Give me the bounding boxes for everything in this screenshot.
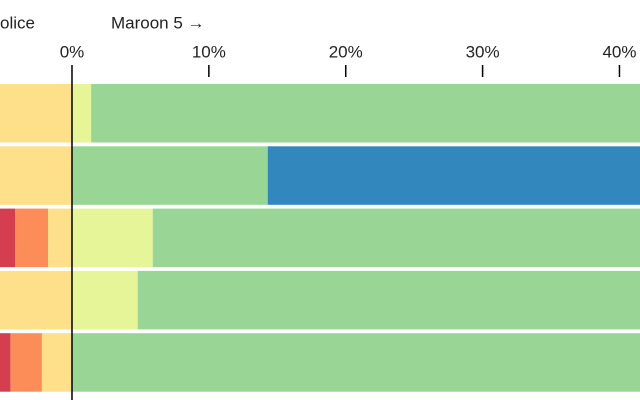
bar-segment <box>71 333 640 392</box>
bar-segment <box>71 270 138 330</box>
bar-segment <box>71 208 153 268</box>
bar-segment <box>152 208 640 268</box>
bar-segment <box>10 333 42 392</box>
bar-segment <box>71 146 268 205</box>
bar-segment <box>0 84 72 143</box>
x-tick-label: 20% <box>329 42 363 61</box>
x-tick-label: 30% <box>466 42 500 61</box>
bar-segment <box>15 208 49 268</box>
bar-segment <box>0 208 16 268</box>
left-label: olice <box>0 13 35 32</box>
bar-segment <box>0 146 72 205</box>
x-tick-label: 40% <box>602 42 636 61</box>
right-label: Maroon 5 → <box>111 13 205 32</box>
bar-segment <box>137 270 640 330</box>
bar-segment <box>0 270 72 330</box>
bar-segment <box>71 84 92 143</box>
x-tick-label: 0% <box>60 42 85 61</box>
x-tick-label: 10% <box>192 42 226 61</box>
bar-segment <box>41 333 72 392</box>
bar-segment <box>0 333 11 392</box>
bar-segment <box>91 84 640 143</box>
bar-segment <box>267 146 640 205</box>
bar-segment <box>48 208 72 268</box>
